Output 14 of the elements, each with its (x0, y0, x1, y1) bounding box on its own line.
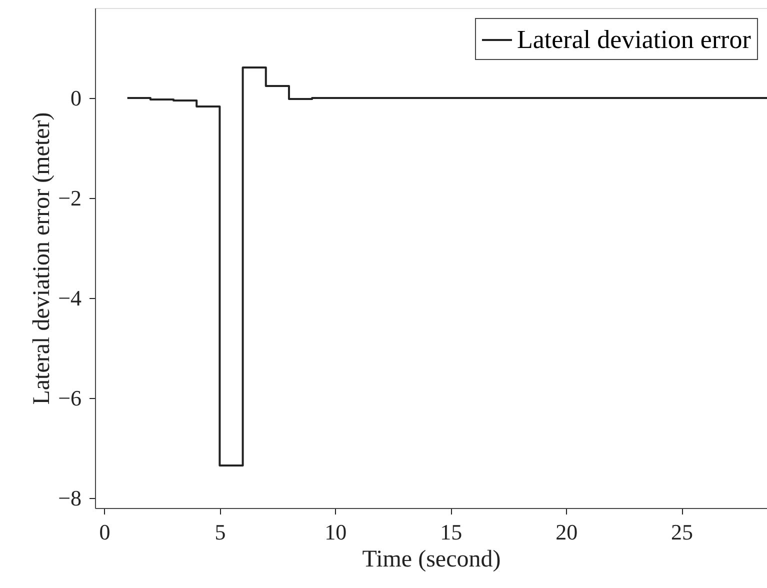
x-axis-title: Time (second) (362, 546, 501, 572)
y-tick-label: −4 (58, 286, 82, 310)
x-tick-label: 0 (99, 520, 110, 544)
x-tick-label: 10 (324, 520, 347, 544)
y-tick-label: −6 (58, 386, 82, 410)
x-tick-label: 15 (440, 520, 462, 544)
x-tick-label: 25 (671, 520, 694, 544)
y-tick-label: −8 (58, 486, 82, 510)
x-tick-label: 5 (214, 520, 226, 544)
y-tick-label: −2 (58, 186, 82, 210)
y-axis-title: Lateral deviation error (meter) (29, 112, 56, 405)
y-tick-label: 0 (70, 86, 82, 110)
legend-label: Lateral deviation error (517, 25, 752, 54)
x-tick-label: 20 (556, 520, 578, 544)
